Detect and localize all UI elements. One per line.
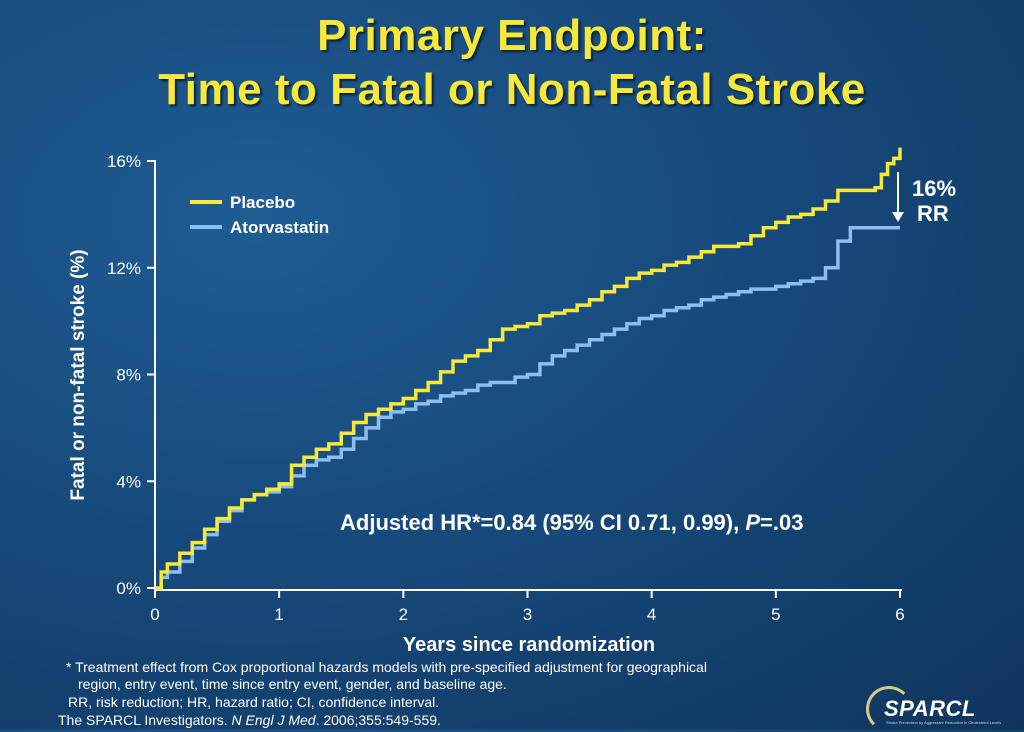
x-tick-label: 1	[274, 605, 283, 624]
hr-annotation: Adjusted HR*=0.84 (95% CI 0.71, 0.99), P…	[340, 510, 803, 535]
citation-suffix: . 2006;355:549-559.	[315, 712, 441, 728]
y-tick-label: 4%	[116, 472, 141, 491]
legend-label-placebo: Placebo	[230, 193, 295, 212]
logo-ring-icon	[866, 686, 912, 732]
x-tick-label: 5	[771, 605, 780, 624]
hr-annotation-p-value: =.03	[760, 510, 803, 535]
logo-text: SPARCL	[884, 696, 976, 721]
sparcl-logo: SPARCL Stroke Prevention by Aggressive R…	[866, 682, 1024, 732]
slide-title-line2: Time to Fatal or Non-Fatal Stroke	[158, 65, 866, 114]
y-axis-label: Fatal or non-fatal stroke (%)	[68, 249, 89, 500]
y-tick-label: 8%	[116, 366, 141, 385]
hr-annotation-p: P	[745, 510, 760, 535]
footnote-line1: * Treatment effect from Cox proportional…	[66, 659, 707, 675]
x-tick-label: 4	[647, 605, 656, 624]
logo-tagline: Stroke Prevention by Aggressive Reductio…	[886, 720, 1002, 725]
footnote-line3: RR, risk reduction; HR, hazard ratio; CI…	[68, 694, 440, 710]
series-line-placebo	[155, 147, 902, 590]
rr-label-percent: 16%	[912, 176, 956, 201]
x-axis-label: Years since randomization	[403, 634, 655, 656]
citation-journal: N Engl J Med	[231, 712, 316, 728]
x-tick-label: 2	[399, 605, 408, 624]
series-lines	[155, 147, 902, 590]
y-tick-label: 16%	[107, 152, 141, 171]
y-ticks: 0% 4% 8% 12% 16%	[107, 152, 155, 598]
x-tick-label: 3	[523, 605, 532, 624]
legend-label-atorvastatin: Atorvastatin	[230, 218, 329, 237]
rr-label-rr: RR	[917, 201, 949, 226]
y-tick-label: 0%	[116, 579, 141, 598]
citation-prefix: The SPARCL Investigators.	[58, 712, 232, 728]
footnote-line2: region, entry event, time since entry ev…	[78, 676, 507, 692]
citation: The SPARCL Investigators. N Engl J Med. …	[58, 712, 441, 729]
x-ticks: 0 1 2 3 4 5 6	[150, 590, 905, 624]
x-tick-label: 0	[150, 605, 159, 624]
slide-title-line1: Primary Endpoint:	[317, 11, 707, 60]
x-tick-label: 6	[895, 605, 904, 624]
legend: Placebo Atorvastatin	[190, 193, 329, 237]
y-tick-label: 12%	[107, 259, 141, 278]
hr-annotation-text: Adjusted HR*=0.84 (95% CI 0.71, 0.99),	[340, 510, 745, 535]
rr-arrow	[892, 172, 904, 222]
